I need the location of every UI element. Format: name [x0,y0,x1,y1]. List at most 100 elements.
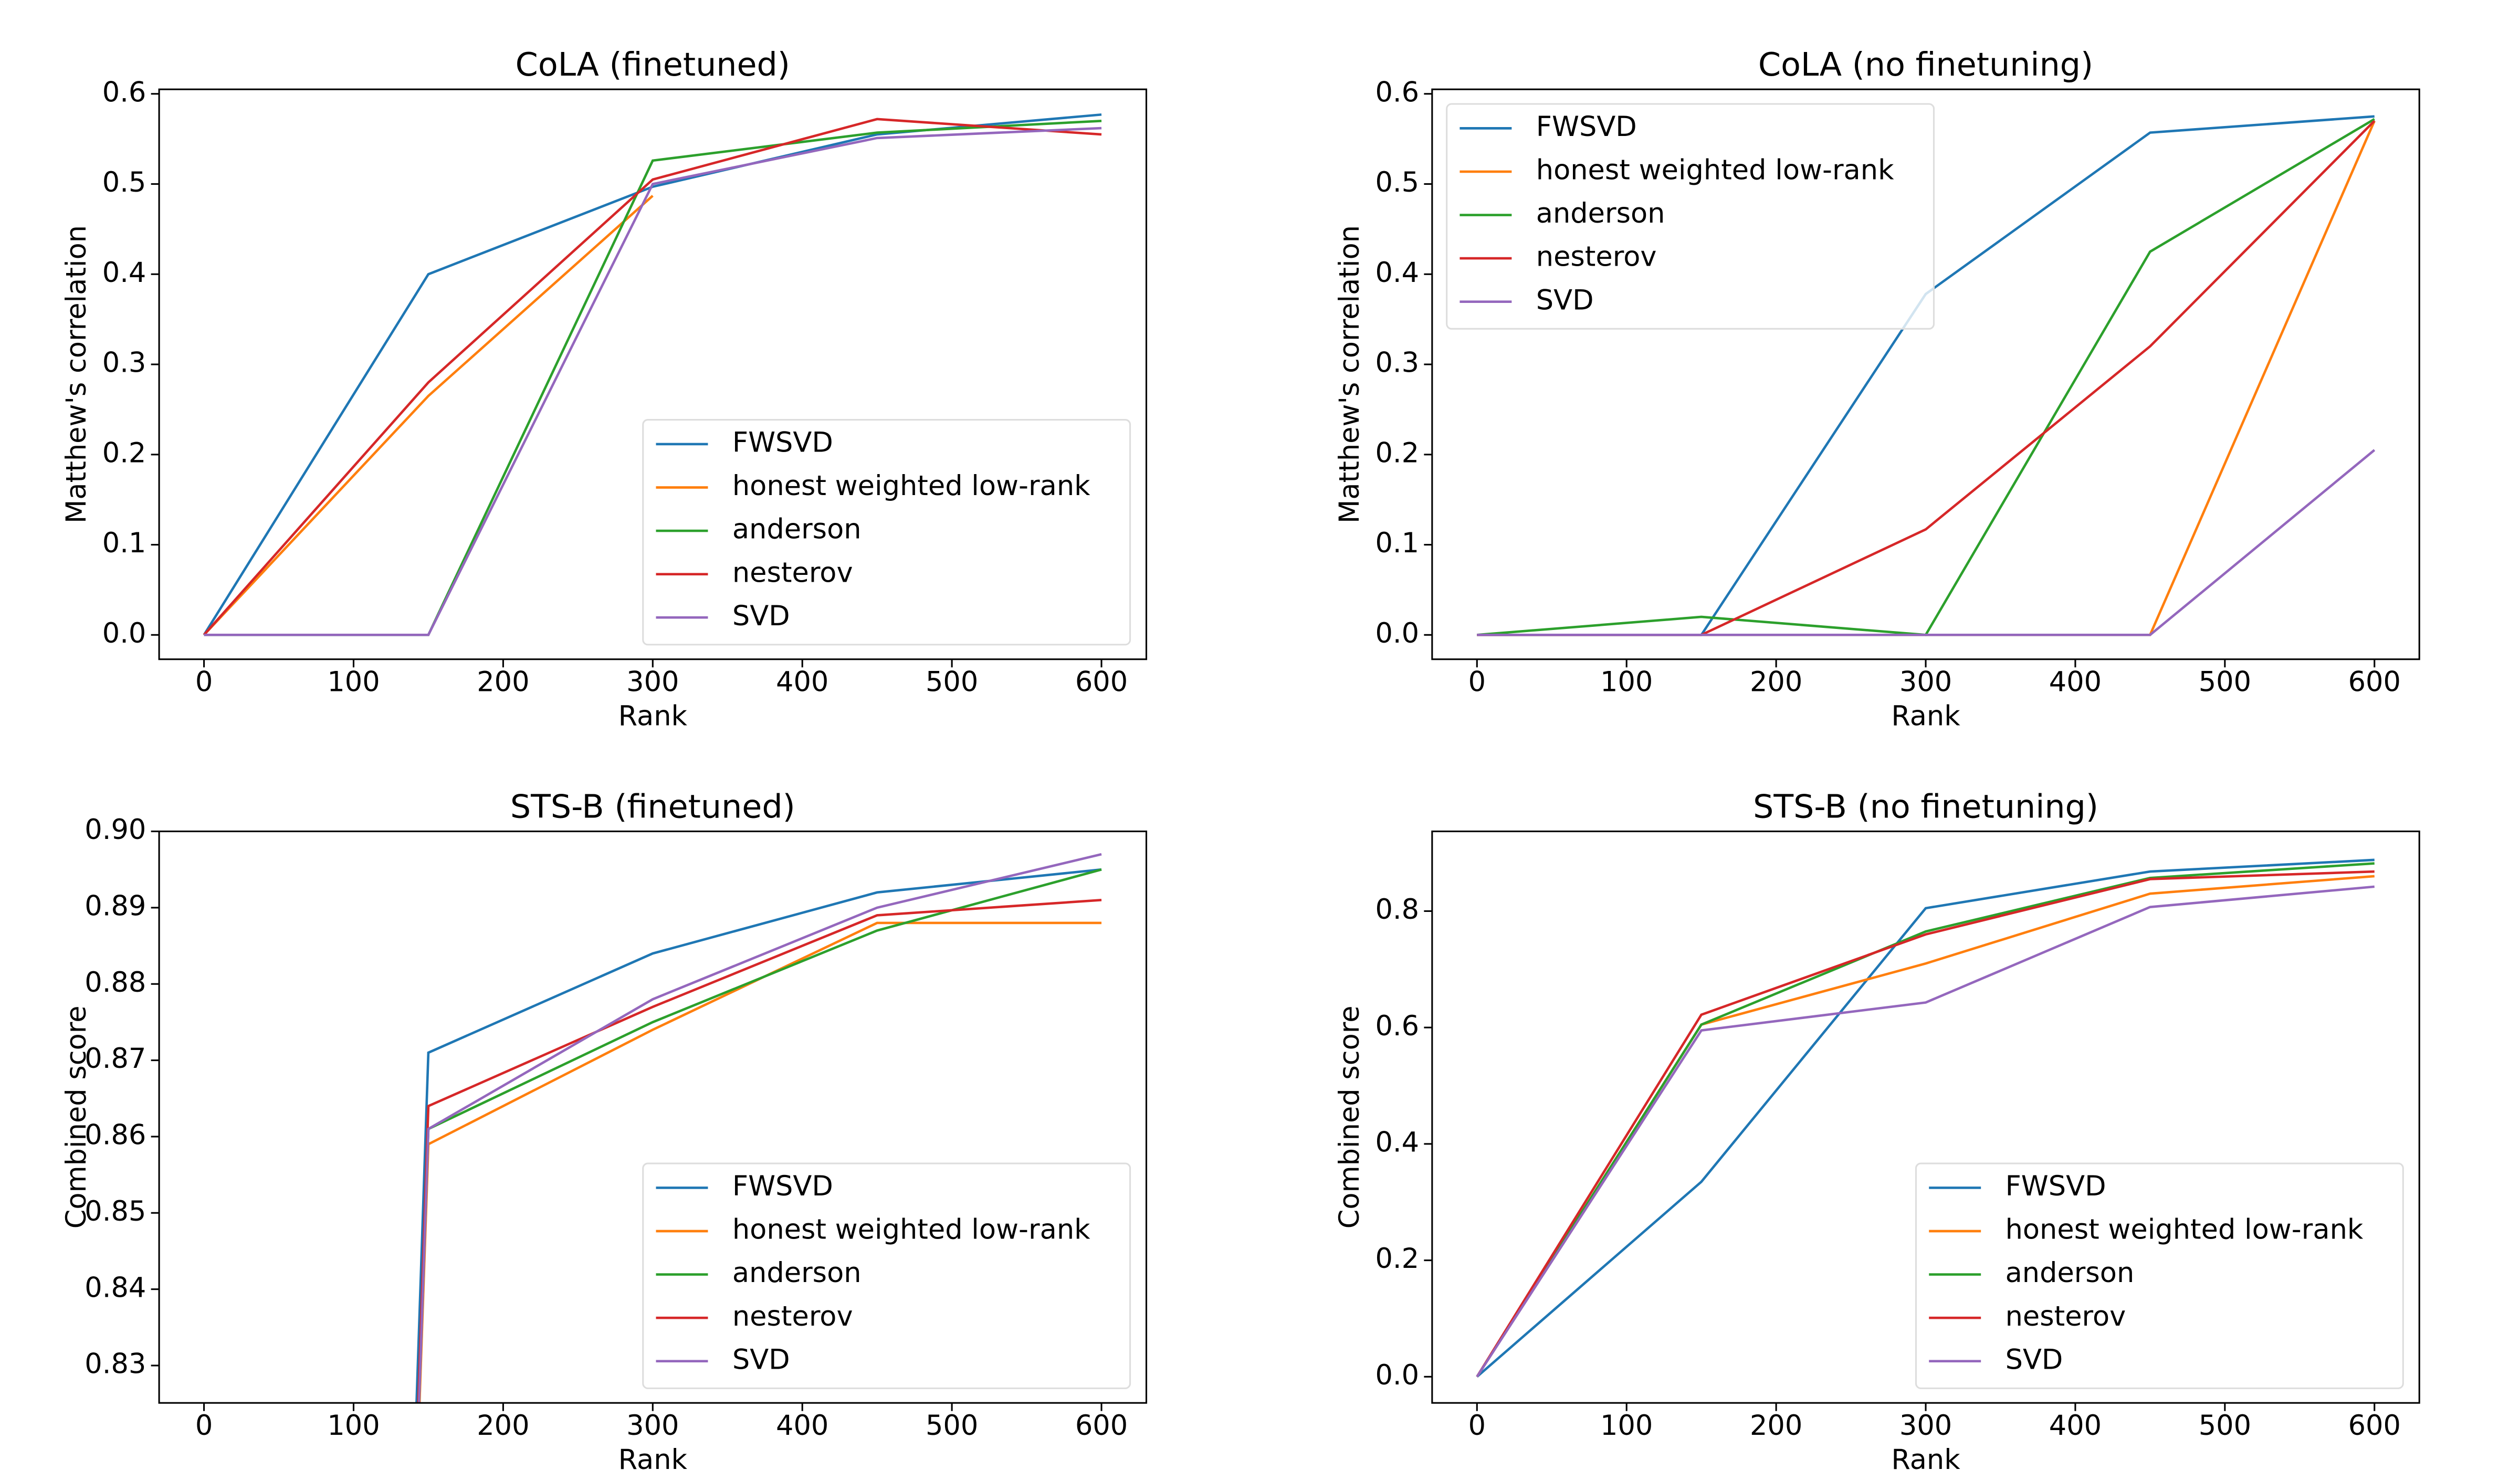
y-axis-label: Combined score [60,1005,92,1228]
y-tick-label: 0.85 [85,1195,146,1227]
y-tick-label: 0.1 [1375,527,1419,559]
x-tick-label: 100 [1600,1410,1653,1442]
legend-label: honest weighted low-rank [732,470,1090,502]
y-tick-label: 0.5 [1375,166,1419,198]
x-axis-label: Rank [1891,700,1960,732]
legend-label: nesterov [2006,1300,2126,1332]
y-tick-label: 0.5 [102,166,146,198]
y-tick-label: 0.6 [1375,1010,1419,1042]
legend-frame [1446,103,1935,330]
y-tick-label: 0.0 [102,617,146,649]
x-axis-label: Rank [618,1444,688,1470]
x-tick-label: 200 [1750,1410,1802,1442]
y-axis-label: Matthew's correlation [60,225,92,523]
legend-label: SVD [1536,284,1594,316]
legend-label: honest weighted low-rank [2006,1214,2364,1246]
y-tick-label: 0.83 [85,1348,146,1380]
axes-frame [1431,88,2420,660]
x-tick-label: 600 [1075,666,1128,698]
y-tick-label: 0.0 [1375,1359,1419,1391]
legend-label: nesterov [1536,241,1657,273]
subplot-title: STS-B (no finetuning) [1753,788,2098,825]
series-line [203,195,654,636]
x-tick-label: 100 [1600,666,1653,698]
legend-frame [1915,1162,2404,1389]
x-tick-label: 0 [1468,666,1486,698]
x-tick-label: 600 [1075,1410,1128,1442]
y-tick-label: 0.4 [102,257,146,289]
subplot: CoLA (finetuned) Rank Matthew's correlatio… [60,46,1148,732]
series-line [1477,449,2376,636]
x-tick-label: 400 [776,666,828,698]
series-line [415,868,1102,1403]
y-axis-label: Combined score [1334,1005,1366,1228]
subplot-title: CoLA (no finetuning) [1758,46,2093,83]
x-axis-label: Rank [618,700,688,732]
legend-label: anderson [1536,197,1665,229]
x-tick-label: 400 [2049,1410,2102,1442]
y-tick-label: 0.2 [102,437,146,469]
legend-label: honest weighted low-rank [732,1214,1090,1246]
y-tick-label: 0.4 [1375,1127,1419,1159]
y-tick-label: 0.88 [85,967,146,999]
legend-label: nesterov [732,1300,853,1332]
subplot: CoLA (no finetuning) Rank Matthew's correl… [1334,46,2420,732]
series-line [417,899,1102,1403]
y-tick-label: 0.8 [1375,894,1419,926]
series-line [1476,858,2375,1378]
x-tick-label: 300 [626,1410,679,1442]
legend-label: SVD [732,600,790,632]
series-line [204,127,1102,636]
legend-label: SVD [2006,1343,2063,1376]
series-line [1476,885,2375,1378]
x-tick-label: 500 [2199,1410,2251,1442]
y-tick-label: 0.4 [1375,257,1419,289]
y-tick-label: 0.1 [102,527,146,559]
x-tick-label: 400 [2049,666,2102,698]
x-tick-label: 100 [327,1410,380,1442]
x-tick-label: 200 [477,666,529,698]
x-tick-label: 500 [926,1410,978,1442]
y-tick-label: 0.6 [1375,76,1419,108]
legend-label: FWSVD [732,1170,833,1202]
axes-frame [158,831,1148,1404]
legend-label: anderson [732,1257,862,1289]
x-tick-label: 100 [327,666,380,698]
x-tick-label: 400 [776,1410,828,1442]
axes-frame [1431,831,2420,1404]
y-tick-label: 0.6 [102,76,146,108]
y-tick-label: 0.89 [85,890,146,922]
axes-frame [158,88,1148,660]
subplot: STS-B (finetuned) Rank Combined score 0 100 2… [60,788,1148,1470]
legend-label: FWSVD [1536,111,1637,143]
y-tick-label: 0.3 [102,347,146,379]
series-line [417,853,1102,1403]
x-tick-label: 0 [195,666,213,698]
x-tick-label: 300 [1899,666,1952,698]
y-tick-label: 0.2 [1375,437,1419,469]
legend-label: honest weighted low-rank [1536,154,1894,186]
legend-frame [642,1162,1131,1389]
x-axis-label: Rank [1891,1444,1960,1470]
y-tick-label: 0.87 [85,1043,146,1075]
legend-label: anderson [732,513,862,545]
x-tick-label: 500 [2199,666,2251,698]
y-tick-label: 0.2 [1375,1243,1419,1275]
x-tick-label: 0 [195,1410,213,1442]
x-tick-label: 600 [2348,1410,2401,1442]
x-tick-label: 0 [1468,1410,1486,1442]
legend-label: SVD [732,1343,790,1376]
x-tick-label: 200 [1750,666,1802,698]
subplot: STS-B (no finetuning) Rank Combined score 0… [1334,788,2420,1470]
y-tick-label: 0.86 [85,1119,146,1151]
y-tick-label: 0.0 [1375,617,1419,649]
legend: FWSVD honest weighted low-rank anderson nes… [1915,1162,2404,1389]
y-tick-label: 0.90 [85,814,146,846]
x-tick-label: 300 [1899,1410,1952,1442]
x-tick-label: 500 [926,666,978,698]
legend-label: FWSVD [732,427,833,459]
y-tick-label: 0.84 [85,1272,146,1304]
x-tick-label: 200 [477,1410,529,1442]
